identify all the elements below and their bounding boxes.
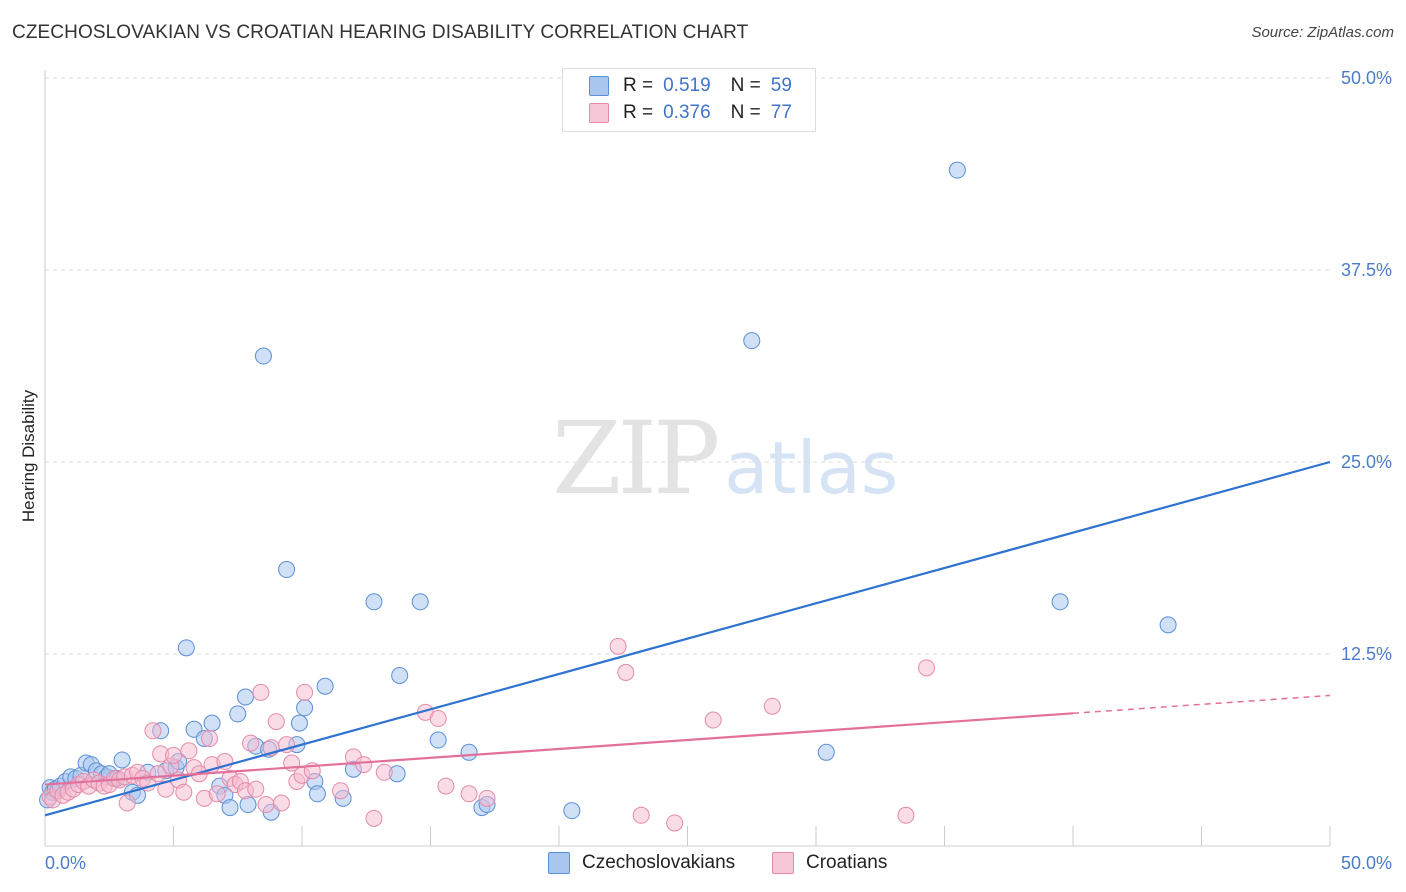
legend-row-croatians: R = 0.376 N = 77 <box>563 100 792 126</box>
croatian-point <box>704 711 722 729</box>
legend-item-croatians: Croatians <box>772 852 887 874</box>
czechoslovakian-point <box>411 593 429 611</box>
czechoslovakian-point <box>308 785 326 803</box>
y-axis-label: Hearing Disability <box>19 389 38 522</box>
x-tick-label: 0.0% <box>45 853 86 873</box>
y-tick-label: 25.0% <box>1341 452 1392 472</box>
axis-layer <box>44 70 1331 847</box>
croatian-point <box>763 697 781 715</box>
legend-swatch-blue <box>589 76 609 96</box>
legend-r-value: 0.519 <box>663 75 711 96</box>
croatian-point <box>617 663 635 681</box>
croatian-point <box>375 763 393 781</box>
tick-labels: 12.5% 25.0% 37.5% 50.0% 0.0% 50.0% Hearing Dis… <box>19 68 1392 873</box>
czechoslovakian-point <box>460 743 478 761</box>
legend-row-czechoslovakians: R = 0.519 N = 59 <box>563 73 792 99</box>
czechoslovakian-point <box>254 347 272 365</box>
croatian-point <box>897 806 915 824</box>
legend-swatch-blue <box>548 852 570 874</box>
y-tick-label: 37.5% <box>1341 260 1392 280</box>
czechoslovakian-point <box>743 332 761 350</box>
legend-n-label: N = <box>730 102 761 123</box>
croatian-point <box>165 746 182 764</box>
croatian-trend-line <box>44 712 1074 786</box>
y-tick-label: 50.0% <box>1341 68 1392 88</box>
croatian-point <box>208 785 226 803</box>
croatian-point <box>355 756 373 774</box>
czechoslovakian-trend-line <box>44 460 1331 817</box>
legend-n-label: N = <box>730 75 761 96</box>
croatian-point <box>609 637 627 655</box>
czechoslovakian-point <box>221 799 239 817</box>
legend-swatch-pink <box>589 103 609 123</box>
croatian-point <box>478 789 496 807</box>
croatian-point <box>252 683 270 701</box>
croatians-points <box>41 637 936 832</box>
croatian-point <box>437 777 455 795</box>
croatian-point <box>429 710 447 728</box>
croatian-trend-line-extension <box>1072 694 1331 715</box>
croatian-point <box>666 814 684 832</box>
source-credit: Source: ZipAtlas.com <box>1251 24 1394 41</box>
legend-r-value: 0.376 <box>663 102 711 123</box>
legend-r-label: R = <box>623 75 654 96</box>
czechoslovakian-point <box>817 743 835 761</box>
croatian-point <box>242 734 260 752</box>
croatian-point <box>918 659 936 677</box>
y-tick-label: 12.5% <box>1341 644 1392 664</box>
czechoslovakian-point <box>296 699 314 717</box>
legend-n-value: 77 <box>770 102 792 123</box>
croatian-point <box>332 782 350 800</box>
czechoslovakian-point <box>391 667 409 685</box>
czechoslovakian-point <box>113 751 131 769</box>
croatian-point <box>144 722 162 740</box>
czechoslovakian-point <box>1051 593 1069 611</box>
legend-item-czechoslovakians: Czechoslovakians <box>548 852 735 874</box>
croatian-point <box>460 785 478 803</box>
czechoslovakian-point <box>429 731 447 749</box>
croatian-point <box>200 729 218 747</box>
legend-n-value: 59 <box>770 75 792 96</box>
legend-label-czechoslovakians: Czechoslovakians <box>582 852 736 873</box>
czechoslovakian-point <box>316 677 334 695</box>
croatian-point <box>267 713 285 731</box>
czechoslovakian-point <box>229 705 247 723</box>
correlation-legend: R = 0.519 N = 59 R = 0.376 N = 77 <box>562 68 816 132</box>
czechoslovakian-point <box>236 688 254 706</box>
czechoslovakian-point <box>365 593 383 611</box>
x-tick-label: 50.0% <box>1341 853 1392 873</box>
croatian-point <box>175 783 193 801</box>
czechoslovakian-point <box>290 714 308 732</box>
legend-r-label: R = <box>623 102 654 123</box>
chart-title: CZECHOSLOVAKIAN VS CROATIAN HEARING DISA… <box>12 22 749 43</box>
croatian-point <box>118 794 136 812</box>
croatian-point <box>272 794 290 812</box>
croatian-point <box>632 806 650 824</box>
croatian-point <box>247 780 265 798</box>
croatian-point <box>296 683 314 701</box>
trend-lines <box>44 460 1331 817</box>
grid-layer <box>45 77 1330 655</box>
croatian-point <box>180 742 198 760</box>
croatian-point <box>365 809 383 827</box>
czechoslovakian-point <box>1159 616 1177 634</box>
czechoslovakian-point <box>948 161 966 179</box>
legend-label-croatians: Croatians <box>806 852 888 873</box>
croatian-point <box>257 796 275 814</box>
czechoslovakian-point <box>278 561 296 579</box>
czechoslovakian-point <box>177 639 195 657</box>
czechoslovakian-point <box>203 714 221 732</box>
czechoslovakian-point <box>563 802 581 820</box>
czechoslovakian-point <box>239 796 257 814</box>
czechoslovakians-points <box>39 161 1177 821</box>
legend-swatch-pink <box>772 852 794 874</box>
